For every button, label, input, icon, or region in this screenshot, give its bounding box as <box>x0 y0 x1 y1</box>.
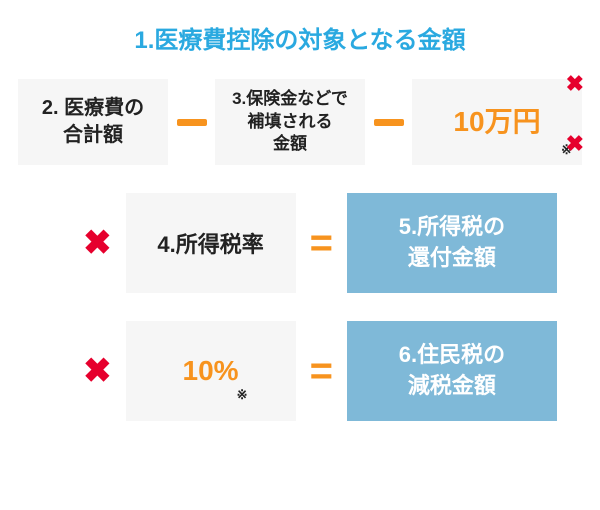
box-resident-tax-reduction: 6.住民税の 減税金額 <box>347 321 557 421</box>
x-overlay-stack: ✖ ✖ <box>566 73 584 155</box>
result1-line1: 5.所得税の <box>399 212 505 243</box>
box-insurance-covered: 3.保険金などで 補填される 金額 <box>215 79 365 165</box>
box-100k-yen: 10万円 ※ ✖ ✖ <box>412 79 582 165</box>
multiply-icon-1: ✖ <box>83 226 112 260</box>
equals-icon-2: = <box>310 351 333 391</box>
formula-row-1: 2. 医療費の 合計額 3.保険金などで 補填される 金額 10万円 ※ ✖ ✖ <box>18 79 582 165</box>
minus-icon-1 <box>177 119 207 126</box>
formula-row-3: ✖ 10% ※ = 6.住民税の 減税金額 <box>58 321 582 421</box>
minus-icon-2 <box>374 119 404 126</box>
page-title: 1.医療費控除の対象となる金額 <box>18 20 582 55</box>
multiply-icon-2: ✖ <box>83 354 112 388</box>
percent-note: ※ <box>237 387 248 403</box>
box1-line1: 2. 医療費の <box>42 95 144 122</box>
box-10-percent: 10% ※ <box>126 321 296 421</box>
box2-line2: 補填される <box>248 111 333 134</box>
formula-row-2: ✖ 4.所得税率 = 5.所得税の 還付金額 <box>58 193 582 293</box>
result1-line2: 還付金額 <box>399 243 505 274</box>
box-income-tax-refund: 5.所得税の 還付金額 <box>347 193 557 293</box>
x-icon-bottom: ✖ <box>566 133 584 155</box>
result2-line2: 減税金額 <box>399 371 505 402</box>
box2-line1: 3.保険金などで <box>232 88 348 111</box>
box2-line3: 金額 <box>273 133 307 156</box>
box-income-tax-rate: 4.所得税率 <box>126 193 296 293</box>
result2-line1: 6.住民税の <box>399 340 505 371</box>
percent-value: 10% <box>183 355 239 387</box>
box3-value: 10万円 <box>453 103 540 141</box>
x-icon-top: ✖ <box>566 73 584 95</box>
equals-icon-1: = <box>310 223 333 263</box>
box-total-expenses: 2. 医療費の 合計額 <box>18 79 168 165</box>
box1-line2: 合計額 <box>63 122 123 149</box>
